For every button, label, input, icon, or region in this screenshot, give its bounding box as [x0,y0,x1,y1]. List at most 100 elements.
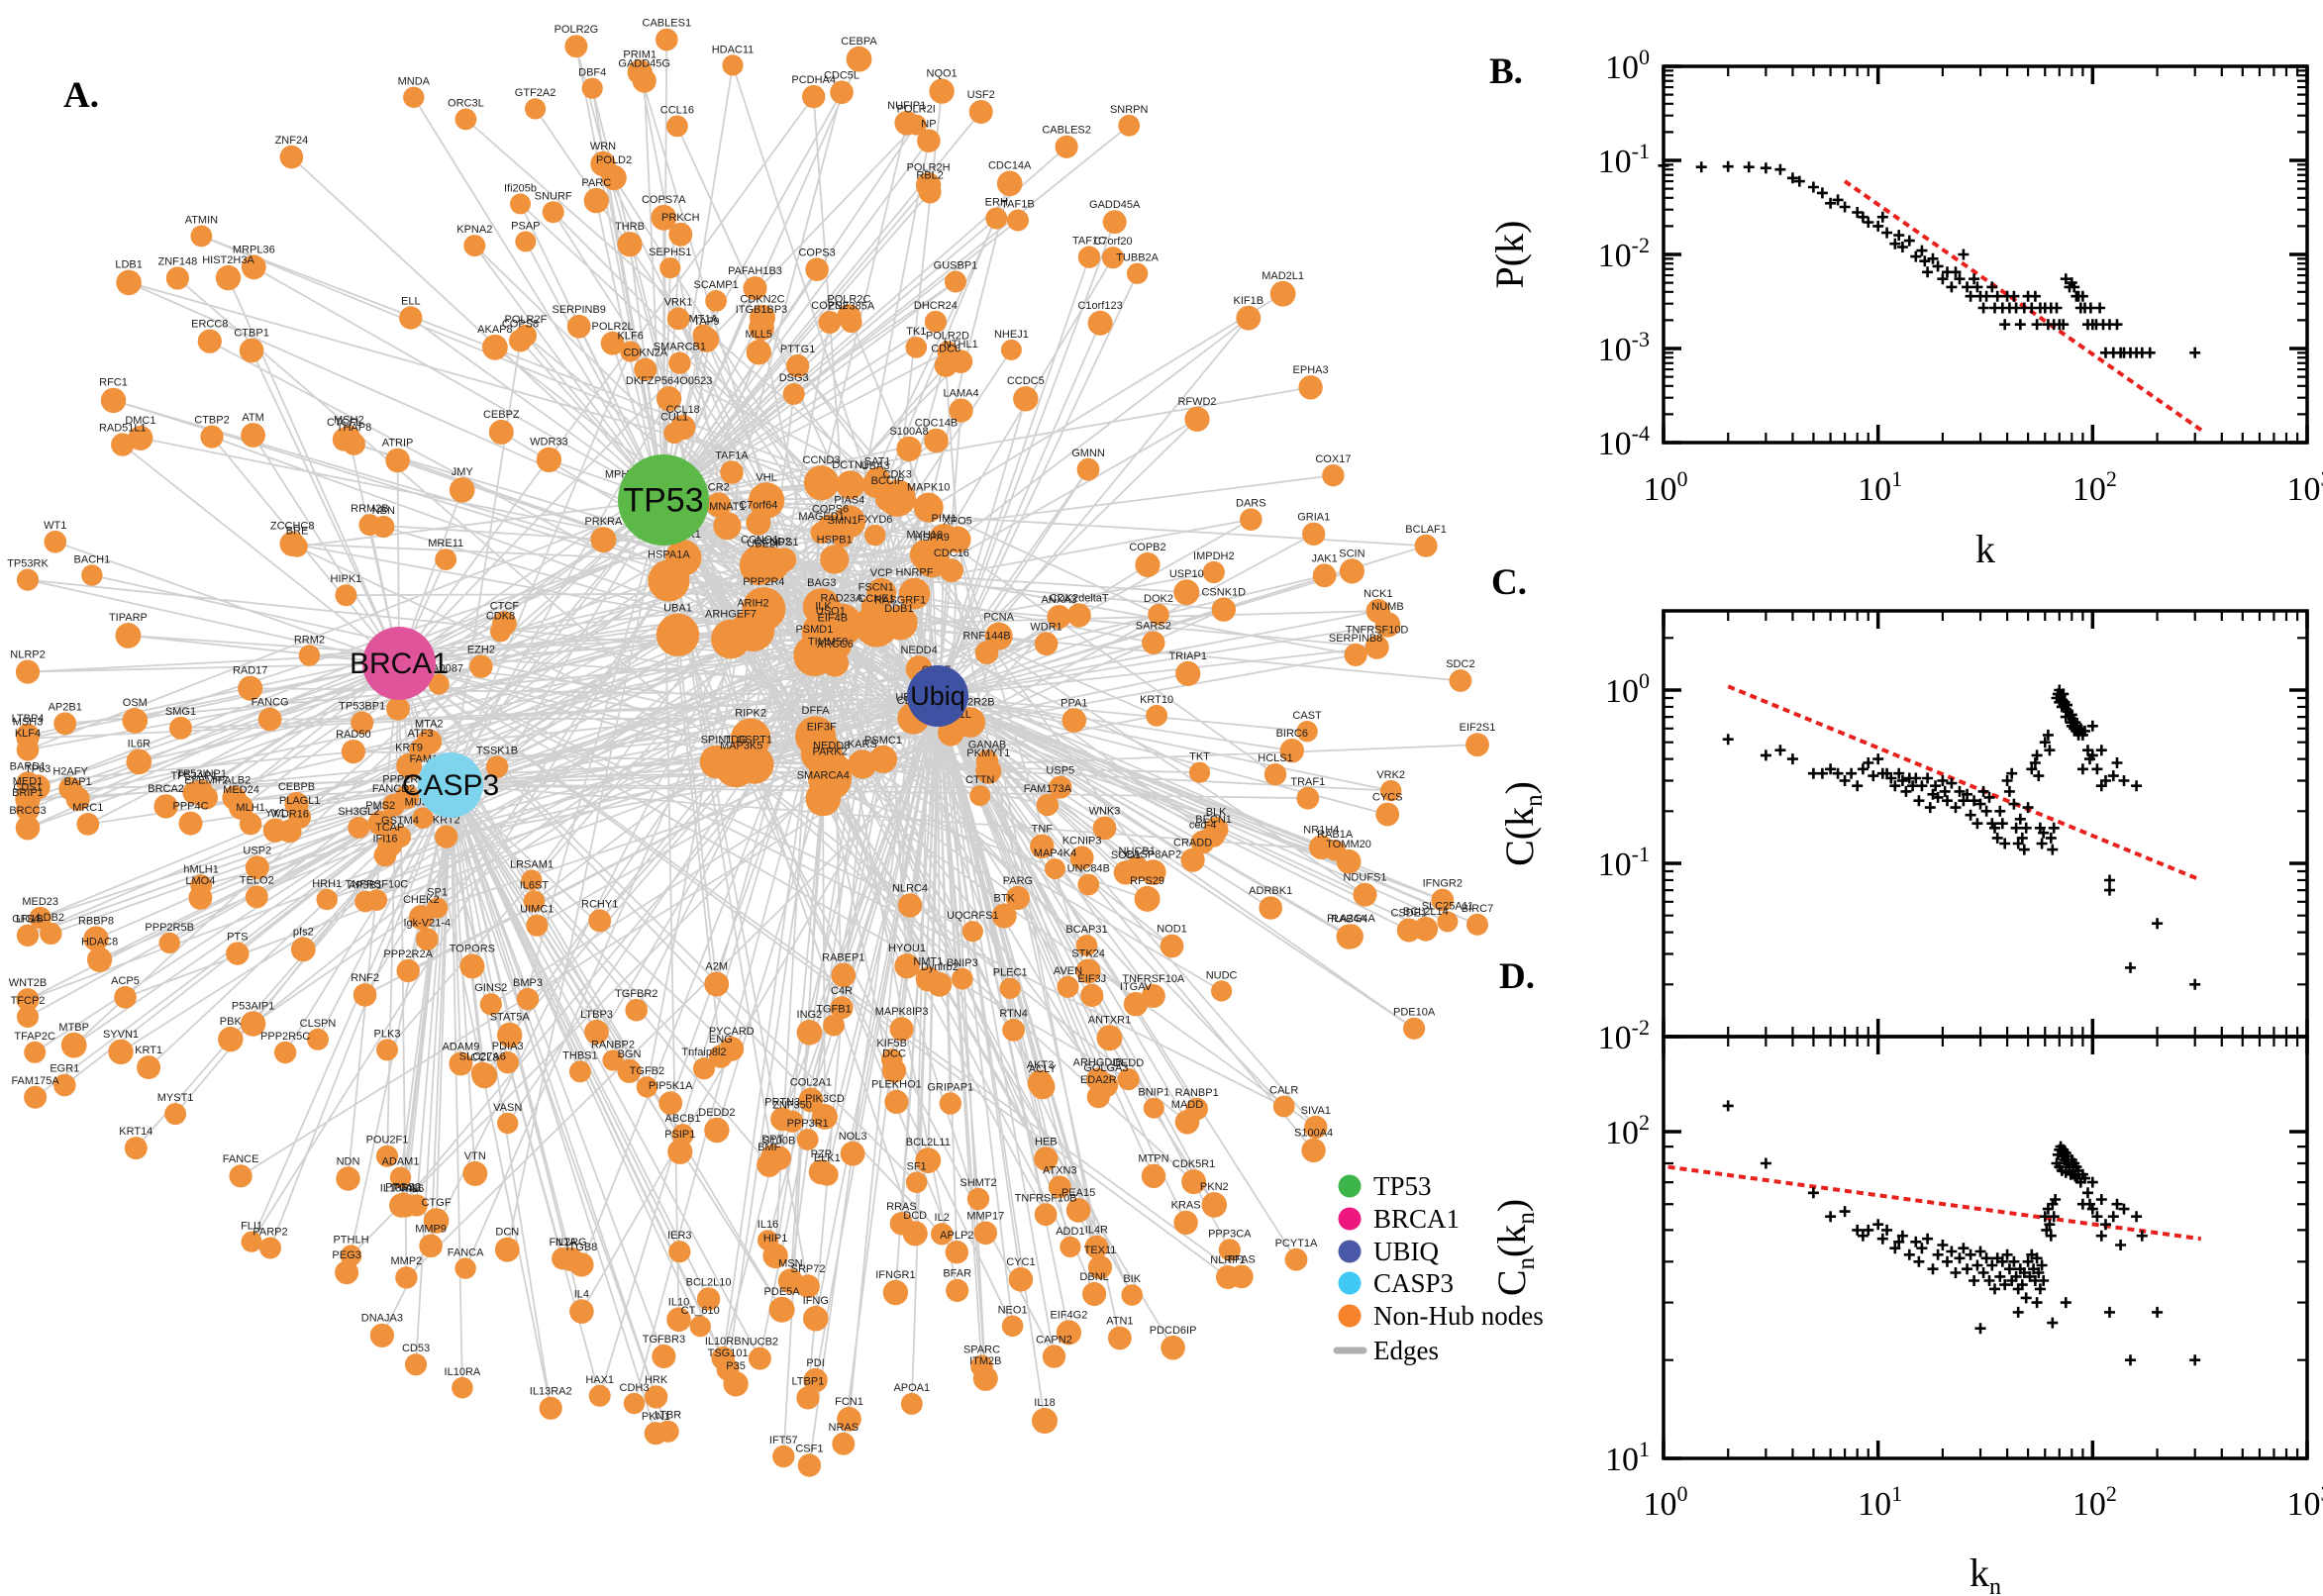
network-node-label: ITGB1BP3 [736,304,788,316]
network-node [1272,1095,1295,1118]
network-node [396,752,422,779]
network-node-label: SPIN1 [701,735,733,747]
network-node [748,1347,771,1370]
network-node-label: THRB [615,221,645,233]
hub-node-ubiq [907,665,968,727]
network-node-label: FAM173A [1024,783,1072,795]
network-node [1353,882,1377,907]
network-node-label: ced-4 [1189,820,1217,832]
network-node-label: USP5 [1046,765,1074,777]
network-node [874,486,901,512]
network-node-label: VRK2 [1376,769,1405,781]
network-node-label: RAD23A [821,593,863,605]
network-node [968,100,993,124]
network-node-label: RBL2 [916,170,944,182]
network-node [290,937,316,962]
network-node-label: COPB2 [1129,542,1165,553]
network-node [785,353,810,378]
network-node [479,993,502,1016]
network-node [623,1392,646,1415]
hub-node-tp53 [618,454,709,546]
network-node-label: MAPK8IP3 [875,1006,929,1018]
network-node [1324,840,1346,861]
network-node-label: SHMT2 [960,1177,996,1189]
network-node [1161,1335,1185,1360]
network-node-label: S100A4 [1294,1128,1333,1140]
network-node [1375,802,1400,827]
network-node-label: EIF3J [1077,973,1106,985]
network-node [999,977,1021,999]
network-node-label: MAP3K5 [720,741,762,752]
network-node [722,54,744,76]
network-node [279,145,304,169]
network-node [584,1019,609,1045]
network-node [814,647,842,674]
network-node-label: EZH2 [467,645,495,656]
network-node [692,1057,716,1080]
network-node-label: PLEKHO1 [871,1079,922,1091]
network-node [749,315,774,341]
network-node-label: PRKCH [661,212,700,224]
network-node [1087,1254,1113,1280]
network-node-label: BRIP1 [12,787,44,799]
network-node [692,324,715,347]
network-node [802,588,841,627]
network-node-label: COPS6 [812,503,849,515]
network-node-label: HRH1 [312,878,342,890]
network-node [564,35,588,58]
network-node [666,307,690,331]
network-node [762,1243,788,1269]
network-node-label: TDG [724,735,747,747]
network-node [1365,598,1391,624]
network-node-label: C4R [831,985,853,997]
network-node-label: TSSK1B [476,745,518,756]
network-node-label: APLP2 [940,1230,973,1242]
network-node-label: JMY [452,466,474,478]
network-node-label: SMARCB1 [654,342,706,353]
plot-clustering-coefficient: 100 10-1 10-2 C(kn​) [1497,609,2309,1056]
network-node [1403,1017,1426,1040]
network-node [539,1396,562,1420]
network-node [1075,958,1101,984]
network-node-label: PLK3 [374,1028,401,1040]
network-node-label: SF1 [907,1160,927,1172]
network-node [510,193,531,215]
network-node [485,755,509,778]
network-node-label: CDC14A [988,160,1032,172]
network-node [617,1058,642,1083]
network-node [1102,210,1127,235]
network-node [1000,339,1022,360]
network-node-label: DBNL [1079,1271,1108,1283]
network-node-label: GUSBP1 [934,259,978,271]
network-node [588,1384,611,1407]
network-node-label: PYCARD [709,1026,755,1038]
network-node [864,524,886,547]
network-node [1055,135,1078,158]
network-node [128,425,153,450]
network-node [17,924,39,947]
network-node [991,903,1017,929]
x-axis-title: kn​ [1970,1550,2001,1596]
network-node [395,1266,418,1289]
legend-label-edges: Edges [1373,1336,1439,1365]
x-tick-label: 103 [2287,1481,2323,1523]
network-node-label: EPHA3 [1293,364,1329,376]
network-node [335,584,357,607]
network-node-label: ABCB1 [665,1113,701,1125]
network-node-label: HSPB1 [817,534,853,546]
network-node-label: RFWD2 [1177,396,1216,408]
network-node [509,329,532,352]
network-node [1236,305,1262,331]
network-node-label: KLF6 [618,330,644,342]
network-node-label: CTCFL [327,417,361,429]
network-node-label: MYST1 [157,1092,194,1104]
network-node [1134,885,1161,912]
network-node-label: PSAP [511,220,540,232]
network-node-label: IER3 [667,1230,691,1242]
network-node-label: CDKN2C [740,294,784,306]
network-node-label: COX17 [1315,453,1351,465]
network-node [200,425,224,449]
network-node [590,527,617,553]
network-node [377,832,403,857]
network-node-label: IL10 [668,1297,689,1309]
